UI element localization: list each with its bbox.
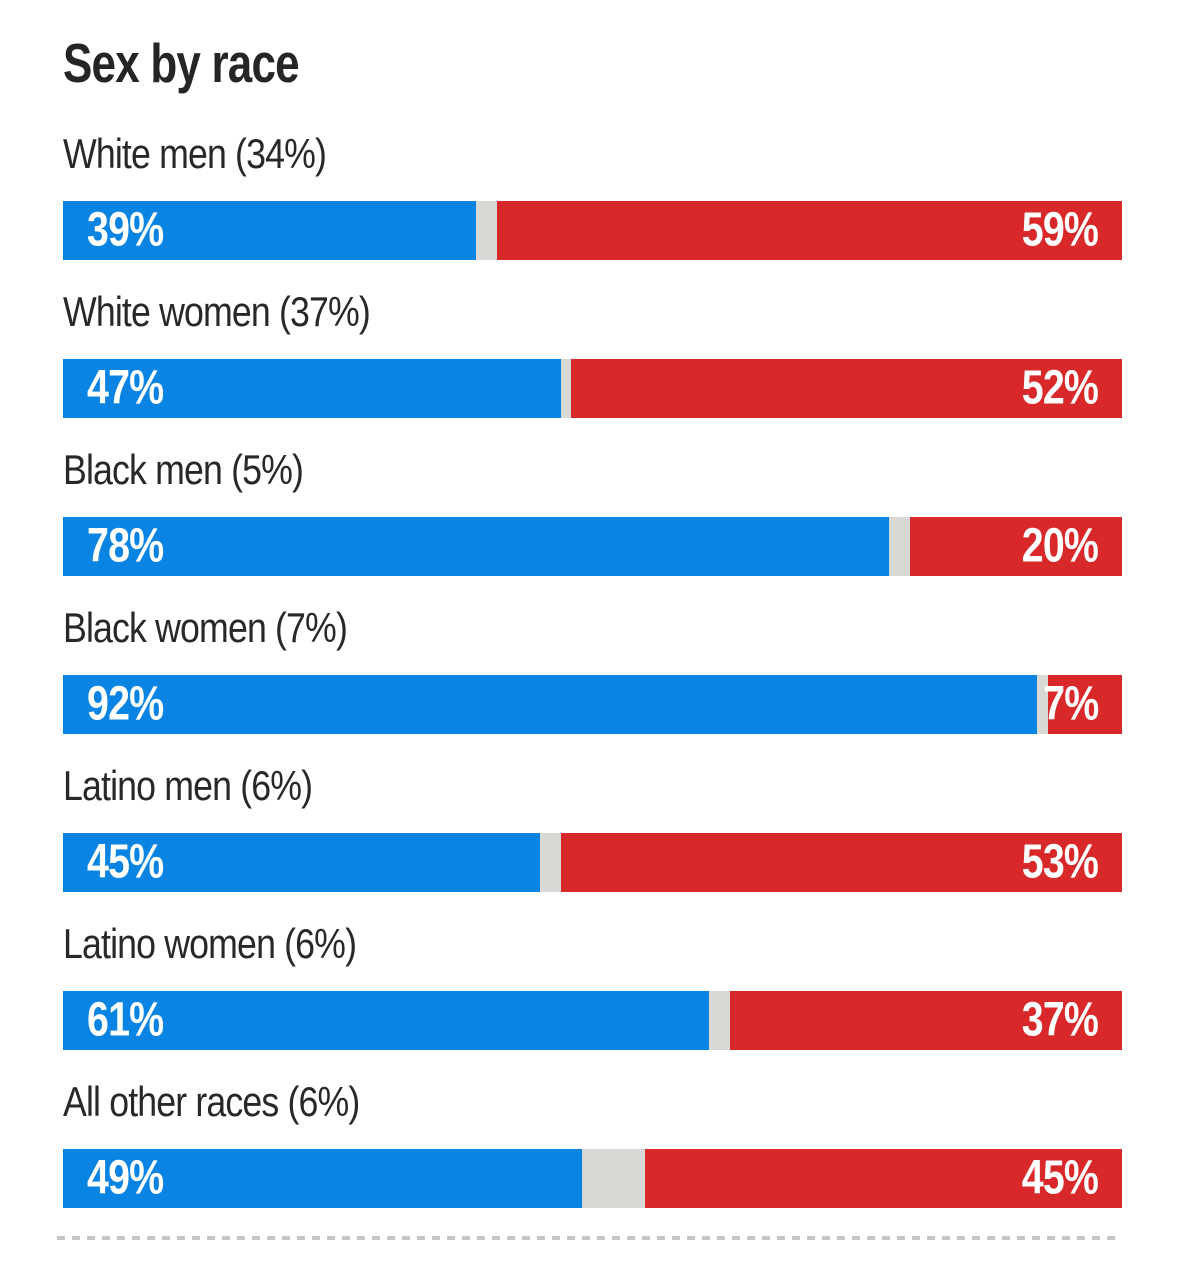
bar-value-blue: 78%: [87, 518, 164, 572]
bar-segment-blue: 78%: [63, 517, 890, 576]
bar-value-red: 20%: [1021, 518, 1099, 572]
bar-value-red: 59%: [1021, 202, 1099, 256]
chart-row: All other races (6%) 49% 45%: [63, 1078, 1122, 1208]
bar-segment-blue: 92%: [63, 675, 1038, 734]
bar-value-blue: 39%: [87, 202, 164, 256]
row-label: Black men (5%): [63, 446, 1122, 494]
row-label-text: Black women (7%): [63, 604, 348, 651]
bar-value-red: 7%: [1042, 676, 1099, 730]
bar-segment-red: 37%: [730, 991, 1122, 1050]
chart-row: White men (34%) 39% 59%: [63, 130, 1122, 260]
row-label-text: Black men (5%): [63, 446, 304, 493]
chart-row: Black men (5%) 78% 20%: [63, 446, 1122, 576]
bar-segment-blue: 47%: [63, 359, 561, 418]
bar-value-red: 37%: [1021, 992, 1099, 1046]
bar-track: 39% 59%: [63, 201, 1122, 260]
row-label-text: White men (34%): [63, 130, 327, 177]
row-label-text: All other races (6%): [63, 1078, 360, 1125]
bar-segment-blue: 39%: [63, 201, 476, 260]
chart-title: Sex by race: [63, 31, 1122, 95]
bar-value-blue: 49%: [87, 1150, 164, 1204]
bar-segment-red: 53%: [560, 833, 1122, 892]
bar-track: 47% 52%: [63, 359, 1122, 418]
bar-track: 78% 20%: [63, 517, 1122, 576]
chart-title-text: Sex by race: [63, 32, 300, 94]
bar-segment-red: 52%: [571, 359, 1122, 418]
bar-value-red: 45%: [1021, 1150, 1099, 1204]
bar-track: 61% 37%: [63, 991, 1122, 1050]
chart-row: White women (37%) 47% 52%: [63, 288, 1122, 418]
bar-segment-blue: 49%: [63, 1149, 582, 1208]
row-label: White men (34%): [63, 130, 1122, 178]
bar-value-red: 52%: [1021, 360, 1099, 414]
chart-row: Latino men (6%) 45% 53%: [63, 762, 1122, 892]
chart-row: Black women (7%) 92% 7%: [63, 604, 1122, 734]
bar-segment-red: 59%: [497, 201, 1122, 260]
row-label: Latino men (6%): [63, 762, 1122, 810]
chart-rows: White men (34%) 39% 59% White women (37%…: [63, 130, 1122, 1208]
bar-segment-red: 45%: [645, 1149, 1122, 1208]
row-label-text: White women (37%): [63, 288, 371, 335]
bar-value-blue: 47%: [87, 360, 164, 414]
bar-segment-red: 20%: [910, 517, 1122, 576]
bar-value-blue: 45%: [87, 834, 164, 888]
bar-track: 92% 7%: [63, 675, 1122, 734]
bar-track: 45% 53%: [63, 833, 1122, 892]
row-label-text: Latino men (6%): [63, 762, 313, 809]
row-label: Latino women (6%): [63, 920, 1122, 968]
bar-segment-blue: 45%: [63, 833, 540, 892]
chart-row: Latino women (6%) 61% 37%: [63, 920, 1122, 1050]
bar-segment-red: 7%: [1043, 675, 1122, 734]
row-label: All other races (6%): [63, 1078, 1122, 1126]
bar-value-blue: 61%: [87, 992, 164, 1046]
dashed-separator: [57, 1236, 1122, 1240]
bar-track: 49% 45%: [63, 1149, 1122, 1208]
row-label: White women (37%): [63, 288, 1122, 336]
row-label-text: Latino women (6%): [63, 920, 357, 967]
bar-value-blue: 92%: [87, 676, 164, 730]
bar-value-red: 53%: [1021, 834, 1099, 888]
row-label: Black women (7%): [63, 604, 1122, 652]
bar-segment-blue: 61%: [63, 991, 709, 1050]
